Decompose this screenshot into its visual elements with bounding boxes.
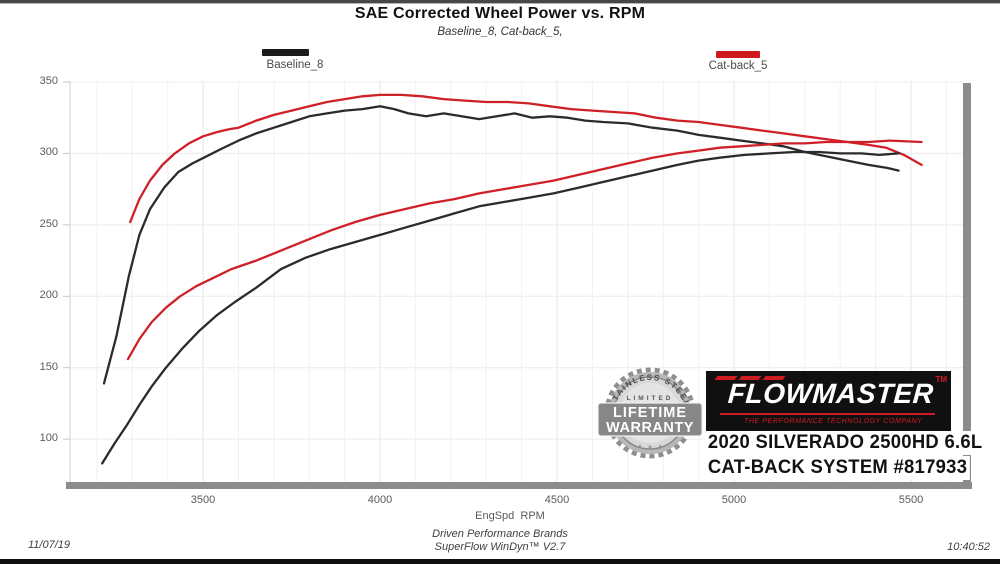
legend-swatch-catback [716,51,760,58]
logo-wordmark: FLOWMASTER [726,378,935,409]
legend-label-catback: Cat-back_5 [708,60,768,72]
badge-warranty-text: WARRANTY [606,420,694,436]
y-tick-label: 300 [39,146,58,158]
footer-software: SuperFlow WinDyn™ V2.7 [434,541,566,553]
page-title: SAE Corrected Wheel Power vs. RPM [354,5,646,22]
y-tick-label: 150 [39,361,58,373]
top-border [0,0,1000,4]
footer-brand: Driven Performance Brands [432,528,568,540]
bottom-border [0,559,1000,564]
x-axis-title: EngSpd RPM [475,510,545,522]
y-tick-label: 200 [39,289,58,301]
x-tick-label: 4000 [367,494,393,506]
x-tick-label: 3500 [190,494,216,506]
legend-swatch-baseline [262,49,309,56]
vehicle-line-2: CAT-BACK SYSTEM #817933 [705,456,971,480]
flowmaster-logo: FLOWMASTER TM THE PERFORMANCE TECHNOLOGY… [706,371,951,431]
vehicle-line-1: 2020 SILVERADO 2500HD 6.6L [705,431,986,455]
footer-time: 10:40:52 [947,541,990,553]
y-tick-label: 100 [39,432,58,444]
x-tick-label: 4500 [544,494,570,506]
footer-date: 11/07/19 [28,539,71,551]
logo-underline [720,413,935,415]
x-tick-label: 5000 [721,494,747,506]
chart-subtitle: Baseline_8, Cat-back_5, [437,26,563,38]
y-tick-label: 250 [39,218,58,230]
logo-tagline: THE PERFORMANCE TECHNOLOGY COMPANY [744,418,923,425]
y-tick-label: 350 [39,75,58,87]
badge-limited-text: LIMITED [627,395,674,402]
badge-lifetime-text: LIFETIME [613,405,687,421]
legend-label-baseline: Baseline_8 [266,59,324,71]
logo-trademark: TM [935,375,947,384]
x-tick-label: 5500 [898,494,924,506]
